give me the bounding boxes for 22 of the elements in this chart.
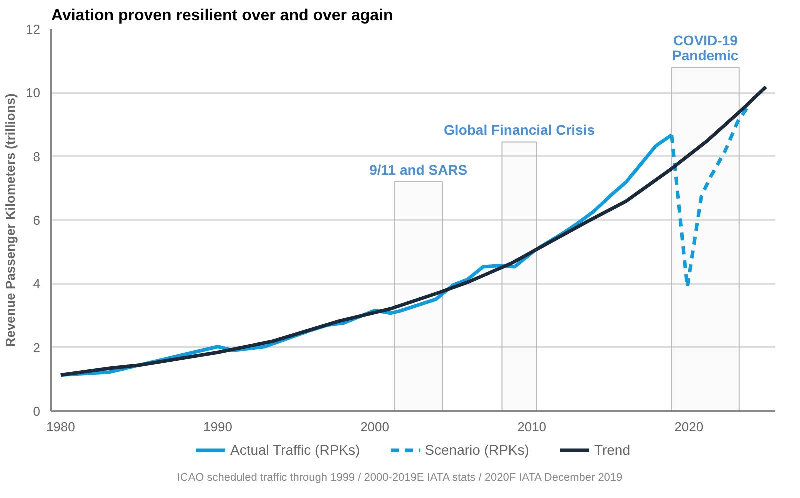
y-tick-label: 0 [33,404,41,419]
y-tick-label: 4 [33,276,41,292]
y-tick-label: 6 [33,213,41,228]
x-tick-label: 2010 [518,420,547,434]
chart-title: Aviation proven resilient over and over again [52,8,394,24]
band-label: Global Financial Crisis [444,122,596,138]
text: ICAO scheduled traffic through 1999 / 2000-2019E IATA stats / 2020F IATA December 2019 [177,471,623,486]
legend-label: Actual Traffic (RPKs) [230,442,360,458]
band-label: 9/11 and SARS [370,162,468,178]
y-tick-label: 12 [26,22,41,37]
legend-label: Trend [594,442,630,458]
y-tick-label: 8 [33,149,41,164]
y-axis-title: Revenue Passenger Kilometers (trillions) [3,94,18,348]
x-tick-label: 2000 [360,420,390,434]
x-tick-label: 1980 [46,420,76,434]
y-tick-label: 10 [26,86,41,101]
x-tick-label: 1990 [204,420,232,434]
legend-label: Scenario (RPKs) [425,442,530,458]
y-tick-label: 2 [33,340,41,356]
line-series [59,85,768,377]
x-tick-label: 2020 [674,420,704,434]
band-label: COVID-19 Pandemic [672,32,739,64]
